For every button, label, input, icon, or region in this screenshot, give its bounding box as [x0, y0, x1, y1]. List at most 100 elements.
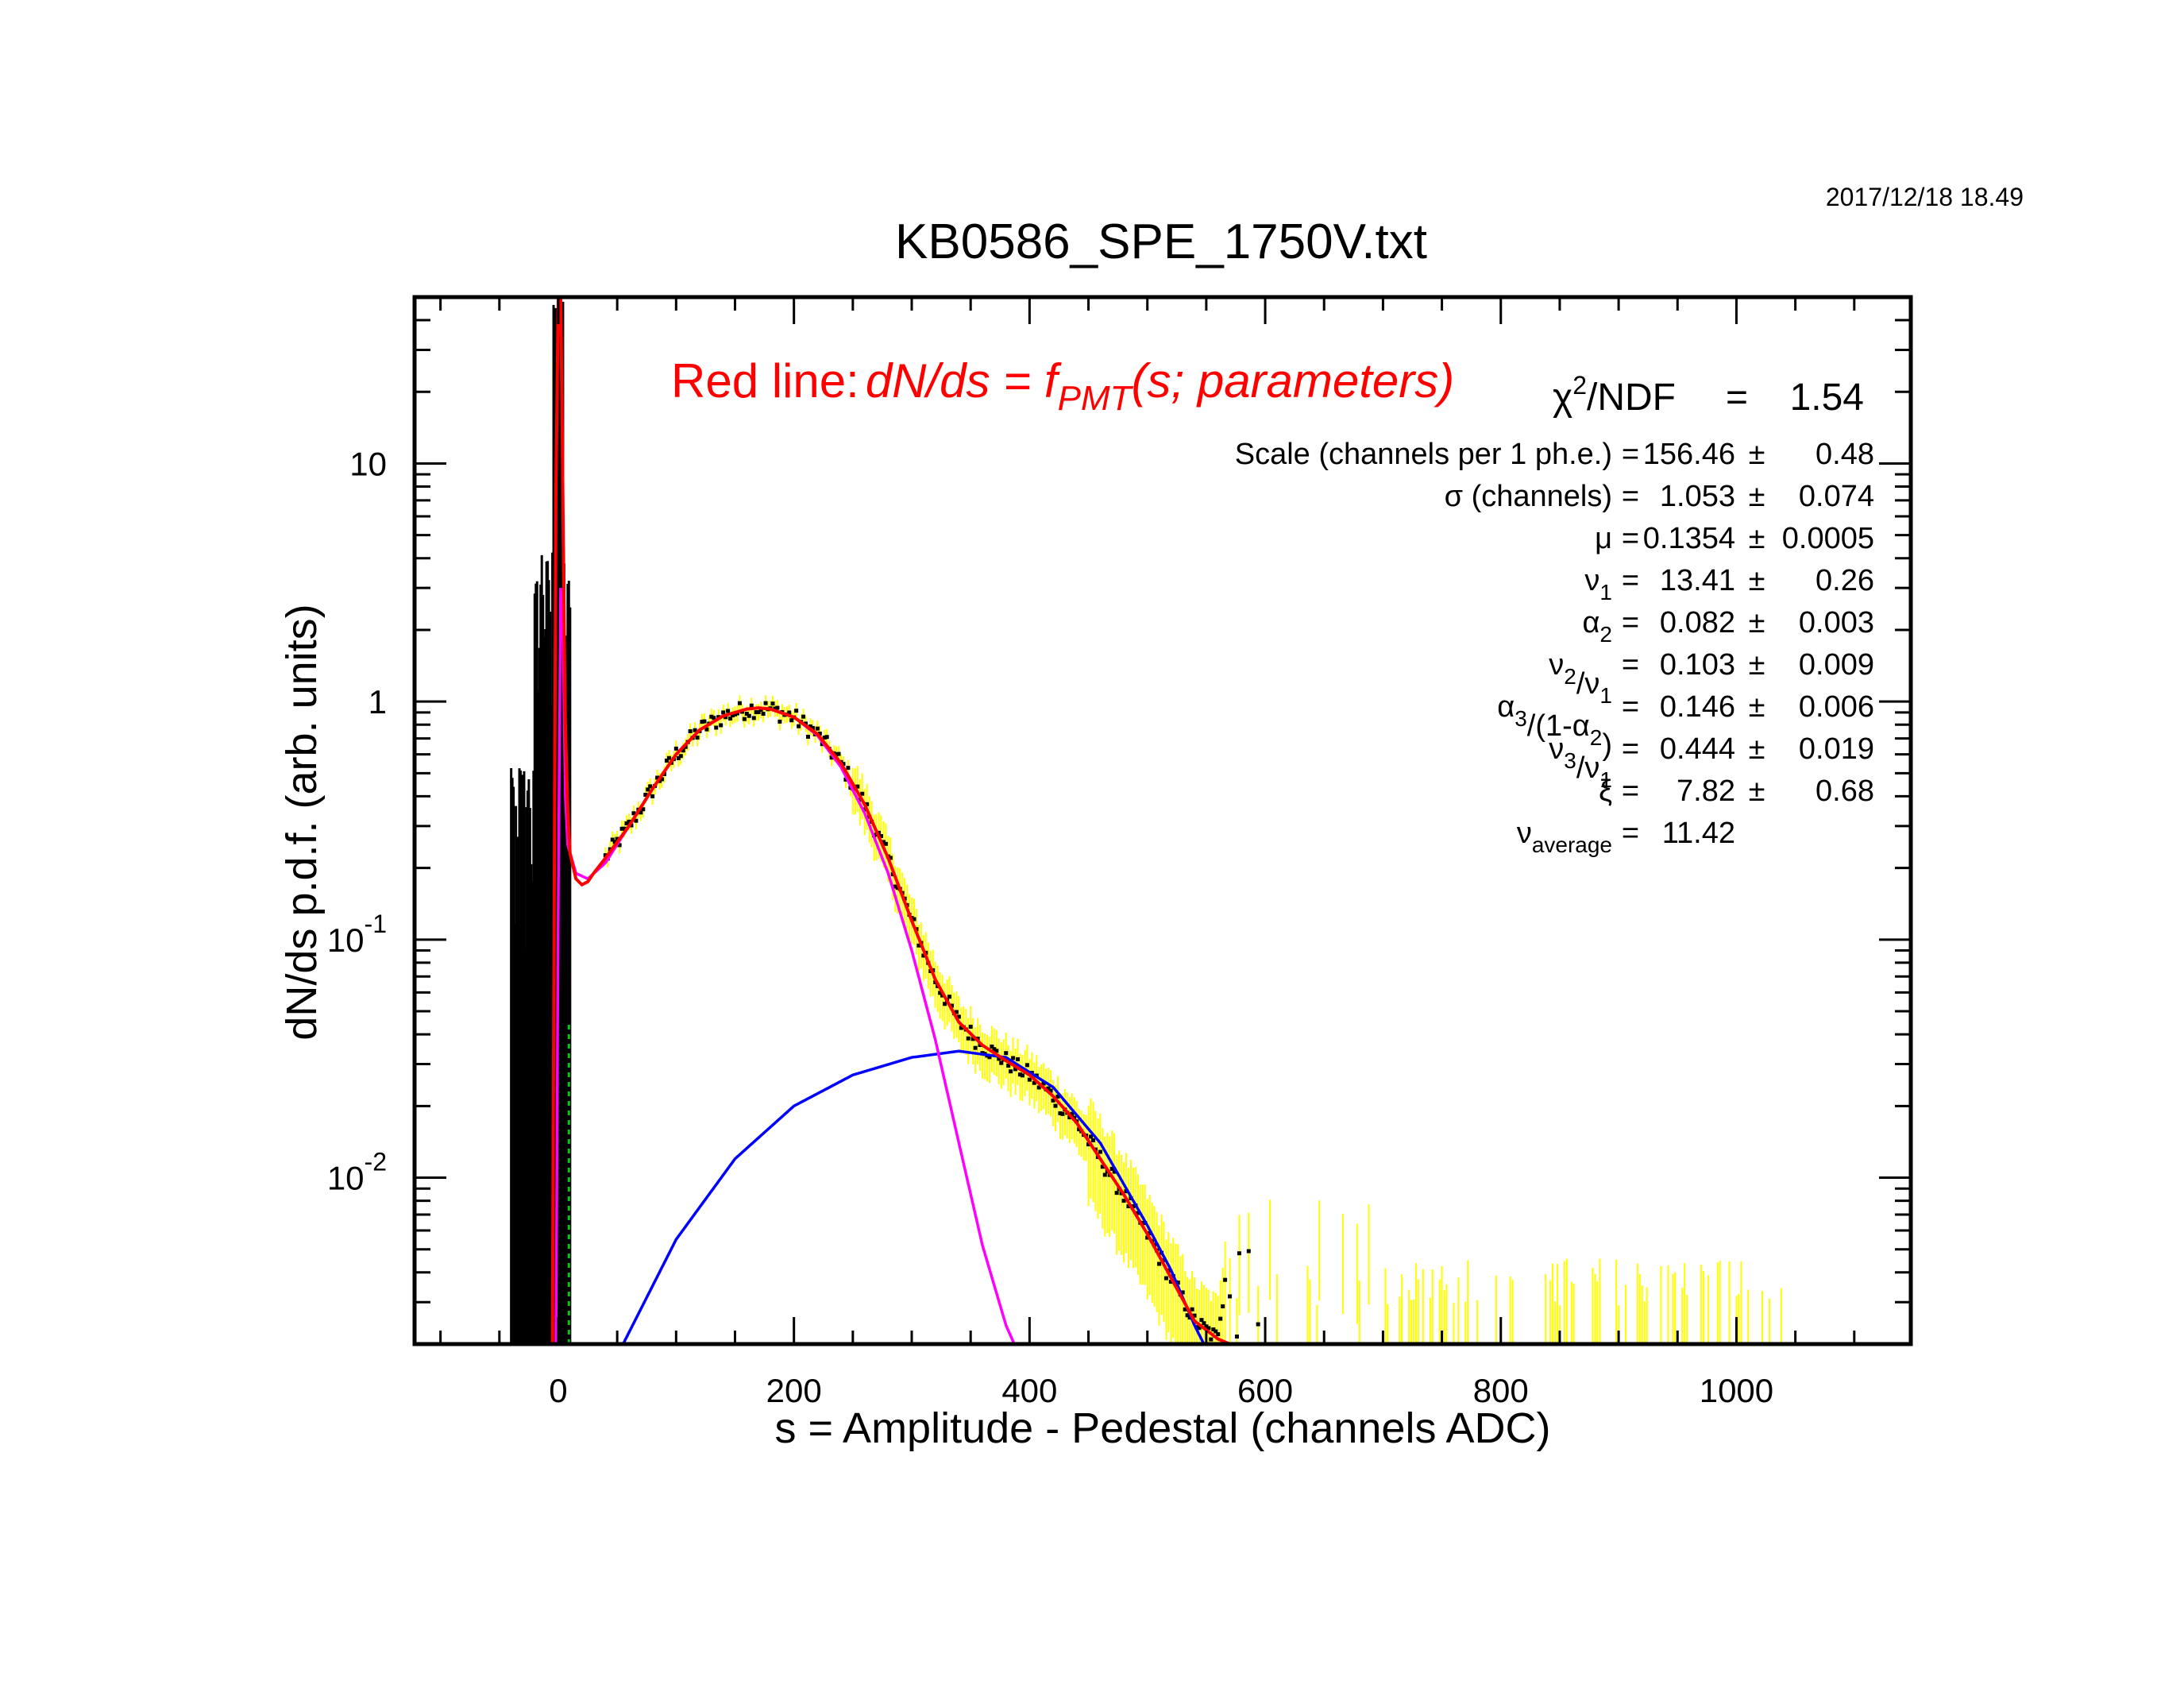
data-point — [1013, 1067, 1018, 1072]
param-subscript: 3 — [1564, 748, 1576, 773]
data-point — [1046, 1086, 1051, 1091]
data-point — [1024, 1063, 1029, 1068]
data-point — [1036, 1085, 1041, 1090]
data-point — [817, 732, 822, 736]
data-point — [1112, 1169, 1117, 1174]
data-point — [664, 759, 669, 763]
data-point — [673, 746, 678, 751]
param-subscript: 1 — [1599, 683, 1612, 708]
param-name: ξ — [1599, 775, 1612, 808]
timestamp: 2017/12/18 18.49 — [1826, 183, 2024, 211]
data-point — [829, 755, 834, 760]
data-point — [622, 826, 627, 831]
fit-param-equals: = — [1622, 732, 1639, 766]
param-name: /ν — [1576, 667, 1600, 701]
data-point — [650, 794, 655, 798]
data-point — [615, 836, 619, 841]
fit-param-error: 0.003 — [1799, 606, 1874, 639]
fit-heading: Red line: dN/ds = fPMT(s; parameters) — [671, 354, 1454, 418]
data-point — [643, 792, 648, 797]
fit-param-value: 7.82 — [1677, 775, 1735, 808]
data-point — [1163, 1276, 1168, 1281]
fit-param-error: 0.26 — [1815, 564, 1874, 597]
fit-param-label: σ (channels) — [1445, 480, 1612, 513]
data-point — [1209, 1337, 1214, 1342]
fit-param-value: 0.082 — [1660, 606, 1735, 639]
data-point — [775, 705, 780, 710]
curve-exponential_component — [622, 1049, 1206, 1345]
data-point — [737, 701, 742, 705]
data-point — [824, 735, 829, 740]
data-point — [843, 777, 848, 782]
data-point — [789, 718, 794, 723]
fit-param-error: 0.009 — [1799, 648, 1874, 682]
data-point — [881, 840, 886, 844]
data-point — [815, 726, 820, 731]
data-point — [921, 953, 926, 958]
data-point — [1148, 1230, 1152, 1235]
data-point — [1197, 1326, 1202, 1331]
data-point — [747, 713, 751, 718]
data-point — [804, 721, 808, 726]
fit-param-plusminus: ± — [1749, 732, 1765, 766]
data-point — [1058, 1111, 1063, 1115]
fit-param-equals: = — [1622, 564, 1639, 597]
data-point — [712, 716, 716, 720]
data-point — [1136, 1211, 1140, 1215]
data-point — [676, 755, 681, 760]
data-point — [603, 853, 608, 858]
fit-param-equals: = — [1622, 775, 1639, 808]
data-point — [681, 748, 685, 753]
data-point — [947, 995, 951, 999]
data-point — [749, 703, 754, 708]
data-point — [660, 777, 665, 782]
data-point — [992, 1047, 997, 1052]
data-point — [1102, 1172, 1107, 1177]
data-point — [912, 917, 916, 921]
data-point — [846, 766, 851, 771]
data-point — [1009, 1069, 1013, 1074]
chi2-value: 1.54 — [1790, 377, 1864, 419]
data-point — [610, 837, 615, 842]
y-tick-base: 10 — [349, 445, 387, 482]
data-point — [794, 709, 799, 713]
data-point — [763, 701, 768, 705]
fit-param-plusminus: ± — [1749, 564, 1765, 597]
data-point — [1199, 1318, 1204, 1323]
fit-param-label: ξ — [1599, 775, 1612, 808]
data-point — [1067, 1115, 1072, 1120]
fit-param-error: 0.006 — [1799, 690, 1874, 724]
param-subscript: 2 — [1599, 622, 1612, 647]
fit-param-error: 0.074 — [1799, 480, 1874, 513]
data-point — [1237, 1251, 1241, 1256]
data-point — [627, 819, 631, 824]
data-point — [883, 841, 888, 846]
data-point — [1016, 1057, 1021, 1061]
data-point — [619, 826, 624, 831]
data-point — [966, 1036, 970, 1041]
data-point — [1060, 1111, 1065, 1116]
data-point — [617, 843, 622, 848]
data-point — [805, 734, 810, 739]
data-point — [726, 709, 731, 713]
x-tick-label: 200 — [766, 1372, 822, 1409]
param-name: ν — [1584, 564, 1599, 597]
data-point — [836, 751, 841, 756]
data-point — [1053, 1103, 1058, 1108]
chi2-ndf: /NDF — [1587, 377, 1676, 419]
data-point — [723, 715, 728, 720]
data-point — [1006, 1064, 1011, 1068]
data-point — [956, 1014, 961, 1019]
param-name: ν — [1549, 648, 1564, 682]
data-point — [700, 720, 704, 724]
chi2-equals: = — [1726, 377, 1748, 419]
data-point — [1018, 1072, 1023, 1077]
y-tick-label: 1 — [369, 683, 387, 720]
data-point — [1180, 1290, 1185, 1295]
fit-param-value: 0.103 — [1660, 648, 1735, 682]
param-name: Scale (channels per 1 ph.e.) — [1235, 438, 1612, 471]
data-point — [714, 725, 719, 730]
data-point — [719, 723, 723, 728]
